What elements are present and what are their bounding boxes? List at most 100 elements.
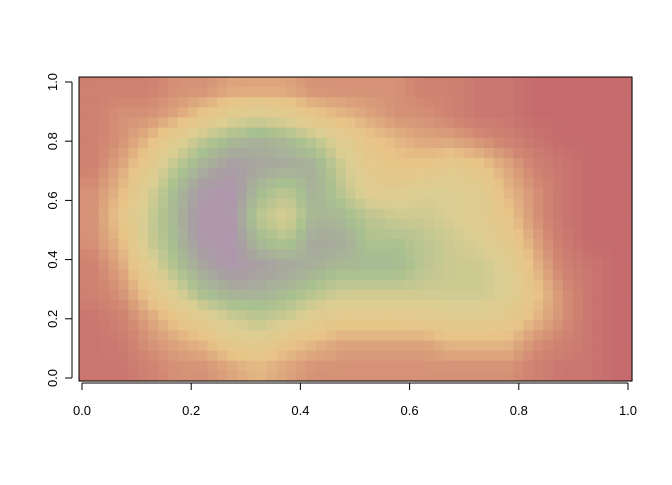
heatmap-cell — [98, 208, 110, 220]
heatmap-cell — [385, 147, 396, 159]
heatmap-cell — [395, 77, 406, 88]
heatmap-cell — [167, 218, 179, 230]
heatmap-cell — [612, 320, 623, 331]
heatmap-cell — [128, 168, 139, 179]
heatmap-cell — [286, 320, 297, 331]
heatmap-cell — [404, 289, 416, 301]
heatmap-cell — [602, 218, 613, 230]
heatmap-cell — [79, 239, 90, 250]
heatmap-cell — [523, 299, 534, 311]
heatmap-cell — [306, 127, 317, 139]
heatmap-cell — [444, 178, 455, 190]
heatmap-cell — [167, 87, 179, 98]
heatmap-cell — [464, 370, 475, 382]
heatmap-cell — [138, 158, 149, 169]
heatmap-cell — [276, 310, 287, 321]
heatmap-cell — [217, 269, 228, 281]
heatmap-cell — [138, 77, 149, 88]
heatmap-cell — [424, 299, 436, 311]
heatmap-cell — [88, 87, 100, 98]
heatmap-cell — [237, 97, 248, 108]
heatmap-cell — [493, 289, 505, 301]
heatmap-cell — [424, 158, 436, 169]
heatmap-cell — [444, 137, 455, 149]
heatmap-cell — [148, 279, 159, 291]
heatmap-cell — [138, 249, 149, 260]
heatmap-cell — [493, 97, 505, 108]
heatmap-cell — [207, 249, 218, 260]
heatmap-cell — [286, 117, 297, 129]
heatmap-cell — [404, 218, 416, 230]
heatmap-cell — [592, 137, 603, 149]
heatmap-cell — [108, 299, 120, 311]
heatmap-cell — [207, 87, 218, 98]
heatmap-cell — [316, 107, 327, 119]
heatmap-cell — [187, 350, 199, 362]
heatmap-cell — [197, 259, 208, 271]
heatmap-cell — [306, 289, 317, 301]
heatmap-cell — [138, 350, 149, 362]
heatmap-cell — [562, 310, 574, 321]
heatmap-cell — [365, 147, 376, 159]
heatmap-cell — [79, 147, 90, 159]
heatmap-cell — [592, 330, 603, 342]
heatmap-cell — [612, 350, 623, 362]
heatmap-cell — [582, 370, 594, 382]
heatmap-cell — [266, 198, 278, 210]
heatmap-cell — [187, 158, 199, 169]
heatmap-cell — [128, 127, 139, 139]
heatmap-cell — [158, 360, 169, 372]
heatmap-cell — [503, 289, 515, 301]
heatmap-cell — [612, 107, 623, 119]
heatmap-cell — [543, 117, 554, 129]
heatmap-cell — [592, 310, 603, 321]
heatmap-cell — [414, 97, 426, 108]
heatmap-cell — [227, 249, 238, 260]
heatmap-cell — [553, 188, 564, 200]
heatmap-cell — [286, 299, 297, 311]
heatmap-cell — [227, 208, 238, 220]
heatmap-cell — [622, 137, 633, 149]
heatmap-cell — [98, 107, 110, 119]
heatmap-cell — [286, 188, 297, 200]
heatmap-cell — [306, 320, 317, 331]
heatmap-cell — [622, 259, 633, 271]
heatmap-cell — [464, 299, 475, 311]
heatmap-cell — [602, 289, 613, 301]
heatmap-cell — [424, 107, 436, 119]
heatmap-cell — [474, 310, 485, 321]
heatmap-cell — [503, 158, 515, 169]
heatmap-cell — [217, 87, 228, 98]
heatmap-cell — [562, 259, 574, 271]
heatmap-cell — [622, 330, 633, 342]
heatmap-cell — [572, 370, 584, 382]
heatmap-cell — [622, 279, 633, 291]
heatmap-cell — [227, 350, 238, 362]
heatmap-cell — [118, 77, 129, 88]
heatmap-cell — [217, 77, 228, 88]
x-tick-label: 0.4 — [291, 403, 309, 418]
heatmap-cell — [355, 188, 366, 200]
heatmap-cell — [464, 310, 475, 321]
heatmap-cell — [138, 330, 149, 342]
heatmap-cell — [523, 198, 534, 210]
heatmap-cell — [602, 229, 613, 240]
heatmap-cell — [335, 188, 347, 200]
heatmap-cell — [296, 107, 307, 119]
heatmap-cell — [256, 370, 268, 382]
heatmap-cell — [345, 208, 357, 220]
heatmap-cell — [483, 350, 495, 362]
heatmap-cell — [562, 188, 574, 200]
heatmap-cell — [217, 310, 228, 321]
heatmap-cell — [483, 218, 495, 230]
heatmap-cell — [385, 289, 396, 301]
heatmap-cell — [345, 168, 357, 179]
heatmap-cell — [266, 269, 278, 281]
heatmap-cell — [454, 239, 465, 250]
heatmap-cell — [385, 299, 396, 311]
heatmap-cell — [79, 178, 90, 190]
heatmap-cell — [217, 360, 228, 372]
heatmap-cell — [167, 310, 179, 321]
heatmap-cell — [493, 269, 505, 281]
heatmap-cell — [444, 279, 455, 291]
